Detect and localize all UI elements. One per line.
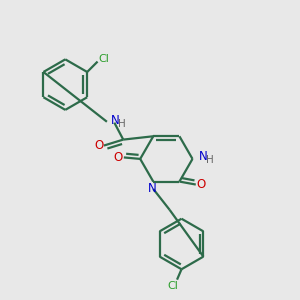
Text: N: N <box>199 150 208 163</box>
Text: H: H <box>206 155 214 165</box>
Text: N: N <box>147 182 156 195</box>
Text: Cl: Cl <box>98 54 109 64</box>
Text: Cl: Cl <box>167 281 178 291</box>
Text: O: O <box>94 139 103 152</box>
Text: O: O <box>114 151 123 164</box>
Text: O: O <box>196 178 206 191</box>
Text: H: H <box>118 119 126 129</box>
Text: N: N <box>111 114 119 128</box>
